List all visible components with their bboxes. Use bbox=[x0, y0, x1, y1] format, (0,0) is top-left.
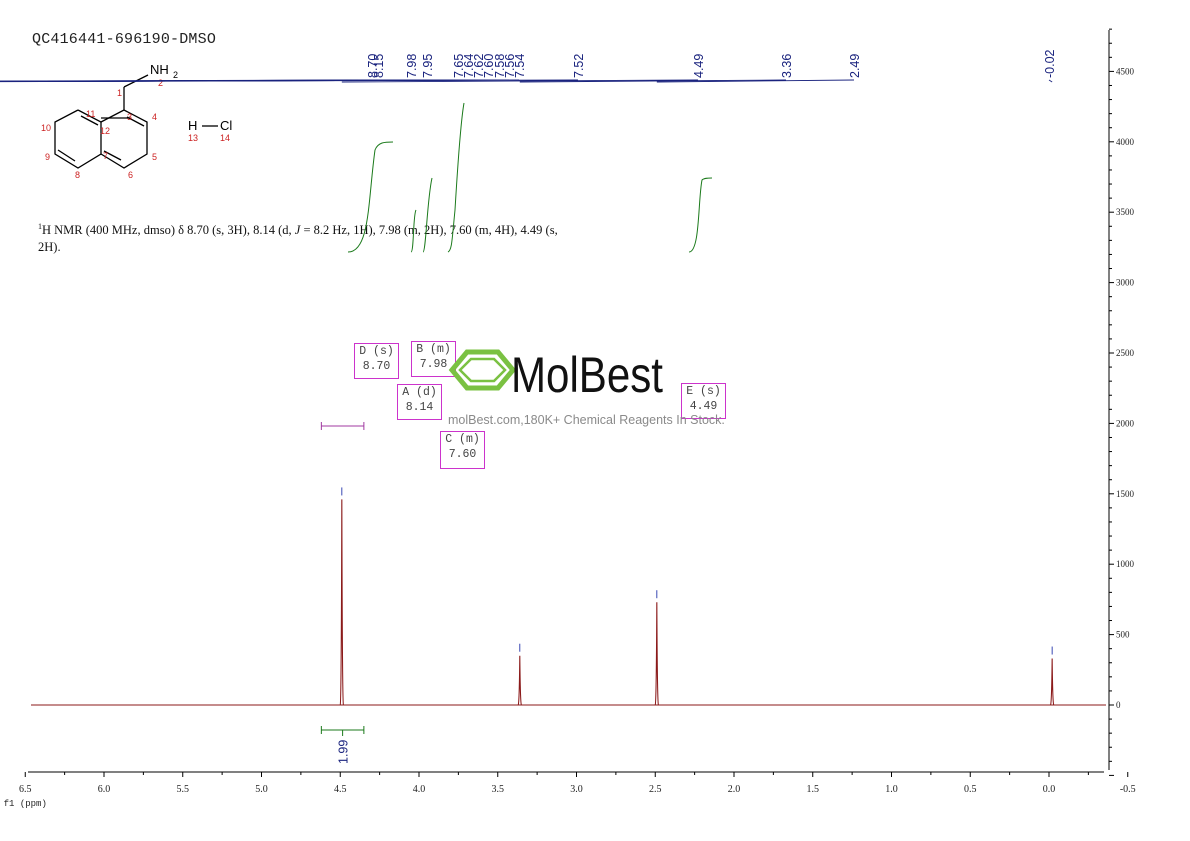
y-tick-label: 500 bbox=[1116, 630, 1130, 640]
multiplet-shift: 7.60 bbox=[448, 448, 477, 461]
nmr-desc-j: J bbox=[294, 223, 301, 238]
multiplet-shift: 4.49 bbox=[689, 400, 718, 413]
multiplet-letter: B (m) bbox=[416, 343, 451, 356]
peak-label: 7.62 bbox=[472, 54, 486, 78]
peak-label: -0.02 bbox=[1043, 49, 1057, 78]
peak-label-connector bbox=[0, 79, 579, 83]
x-axis-label: f1 (ppm) bbox=[4, 799, 47, 809]
watermark-tagline: molBest.com,180K+ Chemical Reagents In S… bbox=[448, 413, 725, 427]
integral-curve bbox=[422, 177, 433, 253]
peak-label: 3.36 bbox=[780, 54, 794, 78]
integral-curve bbox=[347, 141, 394, 253]
nmr-desc-sup: 1 bbox=[38, 222, 42, 231]
integration-value: 1.99 bbox=[337, 740, 351, 764]
multiplet-box-d: D (s) 8.70 bbox=[354, 343, 399, 379]
peak-label: 7.56 bbox=[503, 54, 517, 78]
peak-label-connector bbox=[1048, 79, 1053, 83]
x-tick-label: 1.5 bbox=[807, 784, 820, 795]
x-tick-label: -0.5 bbox=[1120, 784, 1136, 795]
y-tick-label: 1000 bbox=[1116, 559, 1135, 569]
peak-label: 7.54 bbox=[513, 54, 527, 78]
peak-label-connector bbox=[519, 79, 787, 83]
spectrum-peak bbox=[517, 655, 522, 706]
multiplet-letter: A (d) bbox=[402, 386, 437, 399]
peak-label: 7.58 bbox=[493, 54, 507, 78]
y-tick-label: 3000 bbox=[1116, 278, 1135, 288]
x-tick-label: 4.0 bbox=[413, 784, 426, 795]
peak-label: 2.49 bbox=[848, 54, 862, 78]
multiplet-shift: 8.14 bbox=[405, 401, 434, 414]
multiplet-box-c: C (m) 7.60 bbox=[440, 431, 485, 469]
integral-curve bbox=[688, 177, 713, 253]
peak-label-connector bbox=[656, 79, 855, 83]
multiplet-box-a: A (d) 8.14 bbox=[397, 384, 442, 420]
x-tick-label: 3.0 bbox=[570, 784, 583, 795]
spectrum-peak bbox=[1050, 658, 1055, 706]
y-tick-label: 1500 bbox=[1116, 489, 1135, 499]
peak-label: 8.15 bbox=[372, 54, 386, 78]
y-tick-label: 0 bbox=[1116, 700, 1121, 710]
peak-label-connector bbox=[341, 79, 699, 83]
multiplet-shift: 7.98 bbox=[419, 358, 448, 371]
multiplet-letter: E (s) bbox=[686, 385, 721, 398]
x-tick-label: 4.5 bbox=[334, 784, 347, 795]
x-tick-label: 5.5 bbox=[177, 784, 190, 795]
nmr-description: 1H NMR (400 MHz, dmso) δ 8.70 (s, 3H), 8… bbox=[38, 218, 598, 256]
peak-label: 8.70 bbox=[366, 54, 380, 78]
x-tick-label: 2.0 bbox=[728, 784, 741, 795]
x-tick-label: 2.5 bbox=[649, 784, 662, 795]
integral-curve bbox=[410, 209, 417, 253]
x-tick-label: 6.0 bbox=[98, 784, 111, 795]
integral-curve bbox=[447, 102, 465, 253]
x-tick-label: 0.5 bbox=[964, 784, 977, 795]
x-tick-label: 0.0 bbox=[1043, 784, 1056, 795]
y-tick-label: 2000 bbox=[1116, 418, 1135, 428]
nmr-desc-part-b: = 8.2 Hz, 1H), 7.98 (m, 2H), 7.60 (m, 4H… bbox=[300, 223, 558, 238]
peak-label: 7.95 bbox=[421, 54, 435, 78]
peak-label: 7.52 bbox=[572, 54, 586, 78]
x-tick-label: 6.5 bbox=[19, 784, 32, 795]
peak-label: 4.49 bbox=[692, 54, 706, 78]
y-tick-label: 3500 bbox=[1116, 207, 1135, 217]
multiplet-box-b: B (m) 7.98 bbox=[411, 341, 456, 377]
multiplet-shift: 8.70 bbox=[362, 360, 391, 373]
spectrum-peak bbox=[339, 499, 344, 706]
x-tick-label: 1.0 bbox=[885, 784, 898, 795]
peak-label: 7.98 bbox=[405, 54, 419, 78]
sample-id: QC416441-696190-DMSO bbox=[32, 31, 217, 48]
y-tick-label: 4000 bbox=[1116, 137, 1135, 147]
peak-label: 7.65 bbox=[452, 54, 466, 78]
multiplet-box-e: E (s) 4.49 bbox=[681, 383, 726, 419]
nmr-desc-part-a: H NMR (400 MHz, dmso) δ 8.70 (s, 3H), 8.… bbox=[42, 223, 295, 238]
y-tick-label: 2500 bbox=[1116, 348, 1135, 358]
peak-label: 7.64 bbox=[462, 54, 476, 78]
multiplet-letter: D (s) bbox=[359, 345, 394, 358]
x-tick-label: 3.5 bbox=[492, 784, 505, 795]
nmr-desc-part-c: 2H). bbox=[38, 240, 61, 255]
multiplet-letter: C (m) bbox=[445, 433, 480, 446]
x-tick-label: 5.0 bbox=[255, 784, 268, 795]
spectrum-peak bbox=[654, 602, 659, 706]
y-tick-label: 4500 bbox=[1116, 66, 1135, 76]
peak-label: 7.60 bbox=[482, 54, 496, 78]
